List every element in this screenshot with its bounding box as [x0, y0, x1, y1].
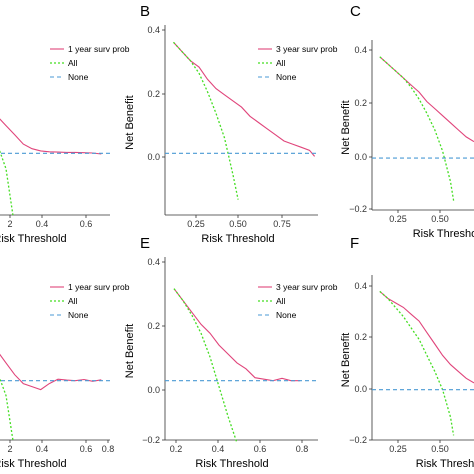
y-tick-label: 0.4	[147, 25, 160, 35]
x-tick-label: 0.75	[273, 219, 291, 229]
y-tick-label: 0.0	[354, 384, 367, 394]
x-tick-label: 0.25	[187, 219, 205, 229]
panel-letter: F	[350, 235, 359, 252]
legend-label: All	[68, 58, 78, 68]
x-tick-label: 0.6	[254, 444, 267, 454]
y-tick-label: 0.0	[354, 152, 367, 162]
legend-label: 1 year surv prob	[68, 282, 130, 292]
x-tick-label: 2	[7, 219, 12, 229]
all-curve	[173, 41, 239, 200]
y-tick-label: −0.2	[349, 435, 367, 445]
x-axis-title: Risk Thresh	[416, 458, 474, 470]
legend-label: None	[276, 310, 297, 320]
y-tick-label: −0.2	[142, 435, 160, 445]
x-tick-label: 0.50	[229, 219, 247, 229]
y-tick-label: 0.4	[354, 45, 367, 55]
x-axis-title: Risk Threshold	[0, 458, 67, 470]
all-curve	[379, 290, 455, 436]
legend-label: All	[276, 58, 286, 68]
model-curve	[379, 56, 474, 143]
legend-label: None	[68, 72, 89, 82]
all-curve	[0, 377, 14, 441]
y-tick-label: 0.4	[147, 257, 160, 267]
panel-3: C 0.25 0.50 0.4 0.2 0.0 −0.2 Risk Thresho Net Be…	[340, 3, 474, 240]
panel-letter: C	[350, 3, 361, 20]
x-tick-label: 0.4	[36, 219, 49, 229]
all-curve	[379, 56, 455, 201]
y-tick-label: −0.2	[349, 204, 367, 214]
y-axis-title: Net Benefit	[124, 324, 136, 378]
panel-letter: E	[140, 235, 150, 252]
x-tick-label: 0.25	[389, 444, 407, 454]
panel-6: F 0.25 0.50 0.4 0.2 0.0 −0.2 Risk Thresh Net Ben…	[340, 235, 474, 470]
x-tick-label: 0.2	[170, 444, 183, 454]
y-tick-label: 0.4	[354, 281, 367, 291]
y-tick-label: 0.2	[354, 332, 367, 342]
x-tick-label: 2	[7, 444, 12, 454]
x-tick-label: 0.6	[80, 219, 93, 229]
panel-letter: B	[140, 3, 150, 20]
model-curve	[0, 118, 102, 155]
legend-label: None	[68, 310, 89, 320]
x-tick-label: 0.4	[212, 444, 225, 454]
panel-5: E 0.2 0.4 0.6 0.8 0.4 0.2 0.0 −0.2 Risk Threshold…	[124, 235, 338, 470]
legend-label: 3 year surv prob	[276, 282, 338, 292]
x-tick-label: 0.6	[80, 444, 93, 454]
x-axis-title: Risk Thresho	[413, 228, 474, 240]
x-axis-title: Risk Threshold	[0, 233, 67, 245]
x-tick-label: 0.4	[36, 444, 49, 454]
y-tick-label: 0.0	[147, 385, 160, 395]
model-curve	[173, 288, 300, 382]
x-tick-label: 0.50	[431, 214, 449, 224]
y-tick-label: 0.0	[147, 152, 160, 162]
y-tick-label: 0.2	[147, 321, 160, 331]
legend-label: 1 year surv prob	[68, 44, 130, 54]
panel-4: 2 0.4 0.6 0.8 Risk Threshold 1 year surv prob…	[0, 282, 130, 470]
y-axis-title: Net Benefit	[124, 95, 136, 149]
y-tick-label: 0.2	[354, 98, 367, 108]
legend-label: 3 year surv prob	[276, 44, 338, 54]
model-curve	[173, 41, 316, 157]
x-axis-title: Risk Threshold	[195, 458, 268, 470]
legend-label: None	[276, 72, 297, 82]
y-axis-title: Net Benefit	[340, 100, 352, 154]
x-tick-label: 0.50	[431, 444, 449, 454]
x-tick-label: 0.8	[296, 444, 309, 454]
y-tick-label: 0.2	[147, 89, 160, 99]
y-axis-title: Net Benefit	[340, 333, 352, 387]
x-tick-label: 0.8	[102, 444, 115, 454]
x-axis-title: Risk Threshold	[201, 233, 274, 245]
panel-2: B 0.25 0.50 0.75 0.4 0.2 0.0 Risk Threshold Net …	[124, 3, 338, 245]
legend-label: All	[68, 296, 78, 306]
model-curve	[379, 290, 474, 384]
x-tick-label: 0.25	[389, 214, 407, 224]
legend-label: All	[276, 296, 286, 306]
model-curve	[0, 353, 102, 391]
panel-1: 2 0.4 0.6 Risk Threshold 1 year surv prob All…	[0, 44, 130, 245]
all-curve	[173, 288, 238, 442]
